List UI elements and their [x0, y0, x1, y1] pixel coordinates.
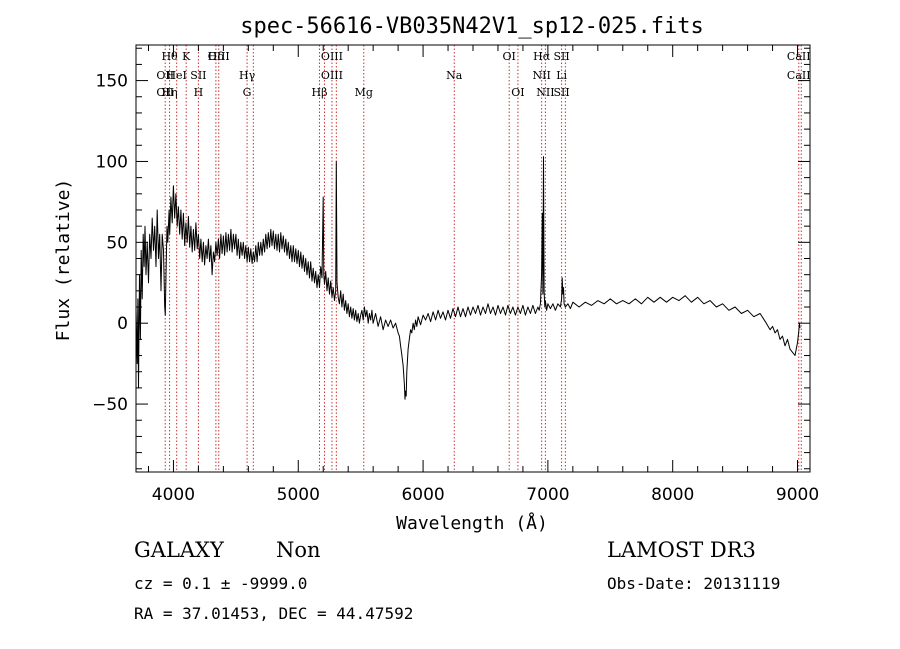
line-markers: [164, 45, 802, 472]
y-axis: −50 0 50 100 150: [92, 47, 810, 470]
x-axis: 4000 5000 6000 7000 8000 9000: [147, 45, 819, 505]
spectrum-series: [135, 156, 801, 400]
line-marker-label: Hη: [161, 86, 177, 99]
line-marker-label: OIII: [321, 50, 343, 63]
line-marker-label: OII: [156, 86, 174, 99]
line-marker-label: OI: [503, 50, 516, 63]
line-marker-label: CaII: [787, 69, 811, 82]
plot-frame: [135, 44, 811, 473]
line-marker-label: Na: [446, 69, 463, 82]
x-axis-label: Wavelength (Å): [396, 512, 548, 534]
line-marker-label: G: [243, 86, 252, 99]
x-tick-label: 4000: [152, 485, 195, 505]
line-marker-label: Hθ: [161, 50, 178, 63]
redshift-line: cz = 0.1 ± -9999.0: [134, 574, 308, 593]
line-marker-label: NII: [532, 69, 550, 82]
line-marker-label: Li: [556, 69, 567, 82]
object-subclass: Non: [276, 538, 321, 562]
y-tick-label: 50: [106, 233, 128, 253]
line-marker-label: OI: [511, 86, 524, 99]
line-marker-label: CaII: [787, 50, 811, 63]
line-marker-label: H: [194, 86, 204, 99]
x-tick-label: 6000: [401, 485, 444, 505]
line-marker-label: OIII: [321, 69, 343, 82]
coordinates-line: RA = 37.01453, DEC = 44.47592: [134, 604, 414, 623]
line-marker-label: Mg: [355, 86, 373, 99]
object-class: GALAXY: [134, 538, 224, 562]
line-marker-label: K: [182, 50, 191, 63]
line-marker-label: SII: [554, 86, 570, 99]
observation-date: Obs-Date: 20131119: [607, 574, 781, 593]
line-marker-label: Hγ: [239, 69, 256, 82]
line-marker-label: HeI: [166, 69, 186, 82]
line-marker-label: Hα: [533, 50, 551, 63]
y-tick-label: 100: [96, 152, 128, 172]
y-axis-label: Flux (relative): [53, 179, 74, 342]
y-tick-label: 150: [96, 72, 128, 92]
line-marker-label: NII: [536, 86, 554, 99]
line-marker-label: OIII: [208, 50, 230, 63]
chart-title: spec-56616-VB035N42V1_sp12-025.fits: [240, 14, 704, 39]
x-tick-label: 8000: [651, 485, 694, 505]
line-marker-label: OII: [156, 69, 174, 82]
line-marker-label: SII: [190, 69, 206, 82]
y-tick-label: 0: [117, 314, 128, 334]
y-tick-label: −50: [92, 395, 128, 415]
line-marker-label: SII: [554, 50, 570, 63]
line-marker-label: Hδ: [208, 50, 225, 63]
line-marker-label: Hβ: [312, 86, 328, 99]
x-tick-label: 9000: [776, 485, 819, 505]
x-tick-label: 7000: [526, 485, 569, 505]
spectrum-line: [135, 156, 801, 400]
x-tick-label: 5000: [277, 485, 320, 505]
survey-name: LAMOST DR3: [607, 538, 756, 562]
